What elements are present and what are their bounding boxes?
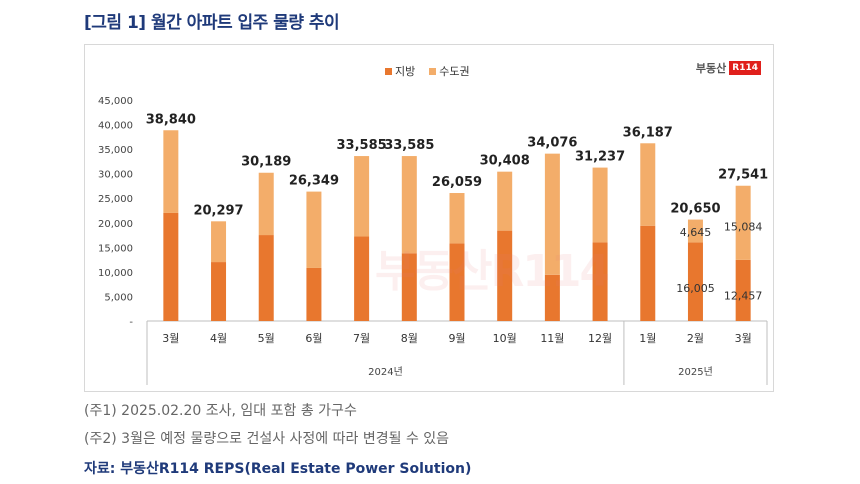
total-label: 20,650 bbox=[670, 202, 720, 217]
category-label: 1월 bbox=[639, 332, 656, 345]
category-label: 5월 bbox=[258, 332, 275, 345]
bar-local bbox=[687, 242, 703, 321]
group-label: 2025년 bbox=[678, 366, 713, 378]
bar-capital bbox=[306, 191, 322, 268]
inner-value-label: 12,457 bbox=[724, 289, 763, 302]
legend-swatch-local bbox=[385, 67, 392, 75]
note-1: (주1) 2025.02.20 조사, 임대 포함 총 가구수 bbox=[84, 403, 357, 419]
y-tick-label: 40,000 bbox=[98, 121, 133, 132]
total-label: 33,585 bbox=[337, 138, 387, 153]
total-label: 38,840 bbox=[146, 112, 196, 127]
bar-local bbox=[735, 259, 751, 321]
bar-local bbox=[354, 236, 370, 321]
category-label: 3월 bbox=[162, 332, 179, 345]
legend-item-local: 지방 bbox=[385, 63, 415, 79]
bar-capital bbox=[497, 171, 513, 231]
total-label: 30,408 bbox=[480, 154, 530, 169]
source-text: 자료: 부동산R114 REPS(Real Estate Power Solut… bbox=[84, 461, 472, 477]
bar-local bbox=[211, 262, 227, 321]
r114-logo: 부동산 R114 bbox=[696, 60, 761, 76]
bar-capital bbox=[592, 167, 608, 243]
bar-capital bbox=[449, 193, 465, 244]
logo-text: 부동산 bbox=[695, 62, 727, 75]
logo-badge: R114 bbox=[729, 61, 761, 75]
category-label: 12월 bbox=[588, 332, 612, 345]
y-tick-label: 35,000 bbox=[98, 145, 133, 156]
bar-capital bbox=[401, 156, 417, 254]
y-tick-label: 5,000 bbox=[104, 292, 133, 303]
bar-capital bbox=[735, 185, 751, 260]
group-label: 2024년 bbox=[368, 366, 403, 378]
total-label: 20,297 bbox=[193, 203, 243, 218]
inner-value-label: 4,645 bbox=[680, 226, 712, 239]
bar-capital bbox=[354, 156, 370, 237]
total-label: 31,237 bbox=[575, 150, 625, 165]
bar-capital bbox=[211, 221, 227, 263]
total-label: 26,349 bbox=[289, 174, 339, 189]
y-tick-label: 10,000 bbox=[98, 268, 133, 279]
category-label: 11월 bbox=[540, 332, 564, 345]
bar-local bbox=[258, 235, 274, 321]
bar-local bbox=[449, 243, 465, 321]
bar-capital bbox=[258, 172, 274, 236]
category-label: 8월 bbox=[401, 332, 418, 345]
bar-local bbox=[497, 230, 513, 321]
total-label: 30,189 bbox=[241, 155, 291, 170]
y-tick-label: - bbox=[129, 317, 133, 328]
bar-local bbox=[163, 212, 179, 321]
total-label: 27,541 bbox=[718, 168, 768, 183]
category-label: 4월 bbox=[210, 332, 227, 345]
bar-local bbox=[306, 267, 322, 321]
bar-capital bbox=[544, 153, 560, 275]
category-label: 6월 bbox=[305, 332, 322, 345]
chart-frame: 부동산R114 지방 수도권 부동산 R114 - 5,000 10,000 15,0… bbox=[84, 44, 774, 392]
bar-local bbox=[592, 242, 608, 321]
y-tick-label: 20,000 bbox=[98, 219, 133, 230]
y-tick-label: 30,000 bbox=[98, 170, 133, 181]
inner-value-label: 15,084 bbox=[724, 220, 763, 233]
y-tick-label: 15,000 bbox=[98, 243, 133, 254]
watermark: 부동산R114 bbox=[375, 246, 610, 297]
inner-value-label: 16,005 bbox=[676, 282, 715, 295]
total-label: 36,187 bbox=[623, 125, 673, 140]
bar-local bbox=[544, 274, 560, 321]
category-label: 2월 bbox=[687, 332, 704, 345]
bar-local bbox=[401, 253, 417, 321]
chart-legend: 지방 수도권 bbox=[385, 63, 470, 79]
category-label: 3월 bbox=[735, 332, 752, 345]
total-label: 26,059 bbox=[432, 175, 482, 190]
legend-label-capital: 수도권 bbox=[439, 65, 470, 78]
legend-swatch-capital bbox=[429, 67, 437, 75]
total-label: 34,076 bbox=[527, 136, 577, 151]
figure-title: [그림 1] 월간 아파트 입주 물량 추이 bbox=[84, 13, 340, 33]
total-label: 33,585 bbox=[384, 138, 434, 153]
category-label: 7월 bbox=[353, 332, 370, 345]
legend-item-capital: 수도권 bbox=[429, 63, 470, 79]
bar-capital bbox=[163, 130, 179, 213]
note-2: (주2) 3월은 예정 물량으로 건설사 사정에 따라 변경될 수 있음 bbox=[84, 431, 450, 447]
y-tick-label: 45,000 bbox=[98, 96, 133, 107]
y-tick-label: 25,000 bbox=[98, 194, 133, 205]
bar-capital bbox=[640, 143, 656, 226]
bar-local bbox=[640, 225, 656, 321]
legend-label-local: 지방 bbox=[395, 65, 416, 78]
bar-capital bbox=[687, 219, 703, 243]
bar-chart: - 5,000 10,000 15,000 20,000 25,000 30,000 35,0… bbox=[98, 96, 768, 385]
category-label: 9월 bbox=[448, 332, 465, 345]
category-label: 10월 bbox=[493, 332, 517, 345]
